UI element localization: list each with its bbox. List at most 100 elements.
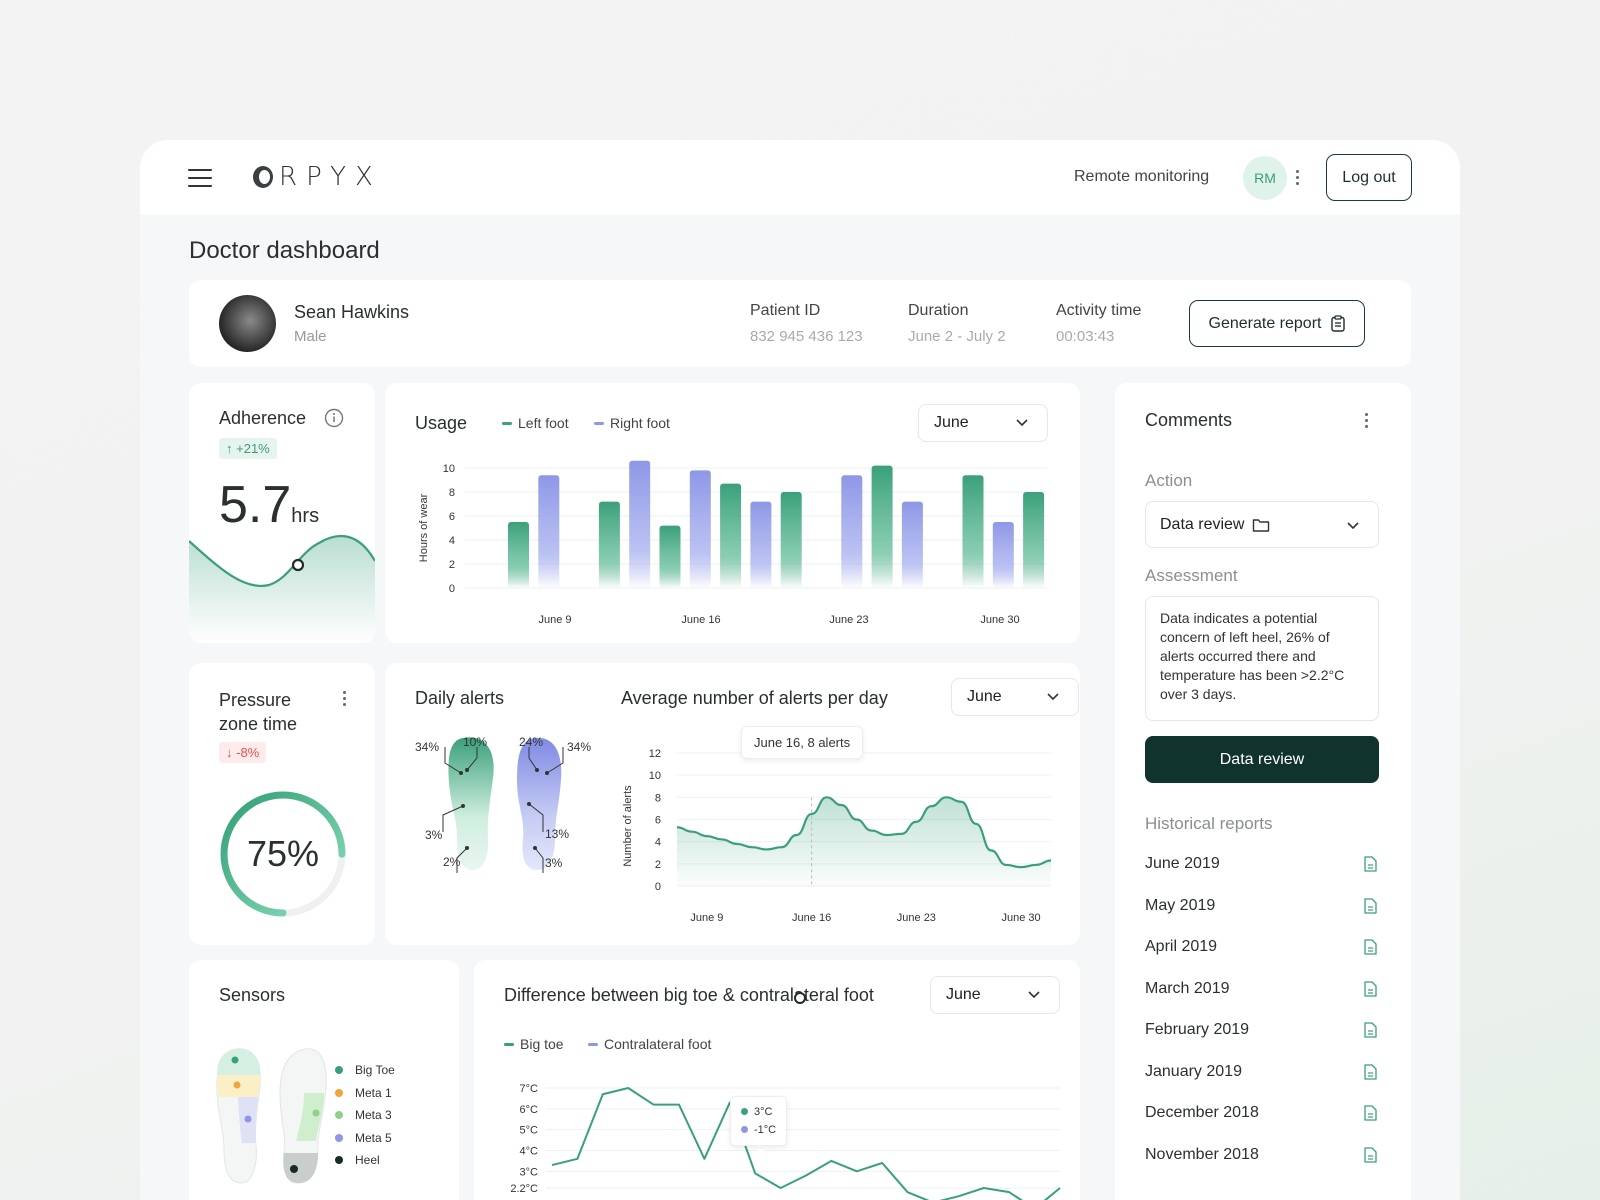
usage-bar[interactable] [538, 475, 560, 588]
usage-bar[interactable] [871, 465, 893, 588]
logo[interactable]: RPYX [253, 162, 382, 192]
report-row[interactable]: January 2019 [1145, 1057, 1379, 1087]
action-select[interactable]: Data review [1145, 501, 1379, 548]
diff-ytick: 4°C [520, 1146, 539, 1158]
user-more-icon[interactable] [1296, 170, 1300, 185]
activity-time-value: 00:03:43 [1056, 328, 1115, 345]
sensor-dot-meta3[interactable] [312, 1109, 320, 1117]
report-label: February 2019 [1145, 1021, 1250, 1038]
avg-alerts-title: Average number of alerts per day [621, 688, 888, 708]
adherence-title: Adherence [219, 408, 307, 428]
report-label: April 2019 [1145, 938, 1218, 955]
alerts-xtick: June 23 [897, 912, 936, 924]
avg-alerts-chart: 0 2 4 6 8 10 12 Number of alerts June 9 June 16 Ju… [622, 748, 1052, 924]
document-icon[interactable] [1361, 1104, 1379, 1122]
diff-tooltip-pointer [755, 1148, 767, 1155]
report-row[interactable]: May 2019 [1145, 891, 1379, 921]
duration-label: Duration [908, 302, 969, 319]
alerts-ytick: 10 [649, 770, 661, 782]
legend-left-foot-label: Left foot [518, 415, 569, 431]
sensor-dot-big-toe[interactable] [231, 1056, 239, 1064]
usage-bar[interactable] [962, 475, 984, 588]
sensor-legend-label: Heel [355, 1153, 380, 1167]
tooltip-big-toe-row: 3°C [741, 1103, 776, 1121]
document-icon[interactable] [1361, 1063, 1379, 1081]
sensor-dot-meta1[interactable] [233, 1081, 241, 1089]
alerts-area-fill [677, 797, 1051, 886]
report-row[interactable]: June 2019 [1145, 849, 1379, 879]
difference-period-select[interactable]: June [930, 976, 1060, 1014]
usage-bar[interactable] [629, 460, 651, 588]
report-row[interactable]: November 2018 [1145, 1140, 1379, 1170]
big-toe-swatch [504, 1042, 514, 1046]
alerts-ylabel: Number of alerts [622, 785, 634, 867]
avg-alerts-period-select[interactable]: June [951, 678, 1079, 716]
logout-button[interactable]: Log out [1326, 154, 1412, 201]
document-icon[interactable] [1361, 1021, 1379, 1039]
remote-monitoring-link[interactable]: Remote monitoring [1074, 168, 1210, 185]
report-row[interactable]: April 2019 [1145, 932, 1379, 962]
usage-bar[interactable] [508, 522, 529, 588]
right-foot-swatch [594, 421, 604, 425]
usage-title: Usage [415, 413, 468, 433]
usage-bar[interactable] [841, 475, 863, 588]
usage-bar[interactable] [750, 501, 772, 588]
report-row[interactable]: March 2019 [1145, 974, 1379, 1004]
sensor-dot-meta5[interactable] [244, 1115, 252, 1123]
usage-ytick: 4 [449, 535, 455, 547]
difference-title: Difference between big toe & contralater… [504, 985, 874, 1005]
duration-value: June 2 - July 2 [908, 328, 1006, 345]
sensor-legend-label: Meta 1 [355, 1085, 392, 1100]
legend-right-foot: Right foot [594, 415, 670, 431]
assessment-text[interactable]: Data indicates a potential concern of le… [1145, 596, 1379, 721]
data-review-button[interactable]: Data review [1145, 736, 1379, 783]
usage-bar[interactable] [720, 483, 742, 588]
document-icon[interactable] [1361, 938, 1379, 956]
alerts-line[interactable] [676, 796, 1052, 869]
report-row[interactable]: February 2019 [1145, 1015, 1379, 1045]
sensor-legend-item: Meta 5 [335, 1131, 392, 1145]
legend-right-foot-label: Right foot [610, 415, 670, 431]
report-row[interactable]: December 2018 [1145, 1098, 1379, 1128]
alert-label-right-toe: 34% [567, 740, 591, 754]
sensor-dot-heel[interactable] [290, 1165, 298, 1173]
big-toe-line[interactable] [551, 1087, 1061, 1200]
alerts-xtick: June 9 [690, 912, 723, 924]
difference-card: Difference between big toe & contralater… [474, 960, 1080, 1200]
usage-bar[interactable] [689, 470, 711, 588]
generate-report-button[interactable]: Generate report [1189, 300, 1365, 347]
document-icon[interactable] [1361, 980, 1379, 998]
clipboard-icon [1331, 315, 1346, 332]
avg-alerts-period-value: June [967, 688, 1002, 705]
adherence-value: 5.7hrs [219, 475, 319, 535]
document-icon[interactable] [1361, 897, 1379, 915]
pressure-more-icon[interactable] [343, 691, 347, 706]
usage-ylabel: Hours of wear [418, 493, 430, 562]
report-label: March 2019 [1145, 979, 1230, 997]
sensors-card: Sensors Big Toe Meta 1 Meta 3 Meta 5 Heel [189, 960, 459, 1200]
activity-time-label: Activity time [1056, 302, 1142, 319]
sensor-legend-dot [335, 1133, 343, 1142]
usage-bar[interactable] [598, 501, 620, 588]
pressure-card: Pressure zone time ↓ -8% 75% [189, 663, 375, 945]
usage-period-select[interactable]: June [918, 404, 1048, 442]
usage-bar[interactable] [1023, 492, 1045, 588]
usage-bar[interactable] [992, 522, 1014, 588]
user-avatar[interactable]: RM [1243, 156, 1287, 200]
usage-bar[interactable] [659, 525, 681, 588]
avg-alerts-tooltip: June 16, 8 alerts [741, 726, 864, 759]
info-icon[interactable] [324, 408, 344, 428]
alert-label-left-mid: 3% [425, 828, 443, 842]
usage-bar[interactable] [901, 501, 923, 588]
usage-bar[interactable] [780, 492, 802, 588]
page-title: Doctor dashboard [189, 237, 380, 264]
adherence-marker[interactable] [291, 558, 305, 572]
usage-xtick: June 16 [681, 614, 720, 626]
document-icon[interactable] [1361, 855, 1379, 873]
comments-more-icon[interactable] [1365, 413, 1369, 428]
legend-big-toe-label: Big toe [520, 1036, 564, 1052]
sensor-legend-dot [335, 1066, 343, 1074]
document-icon[interactable] [1361, 1146, 1379, 1164]
hamburger-menu-icon[interactable] [188, 169, 212, 187]
alerts-ytick: 0 [655, 881, 661, 893]
